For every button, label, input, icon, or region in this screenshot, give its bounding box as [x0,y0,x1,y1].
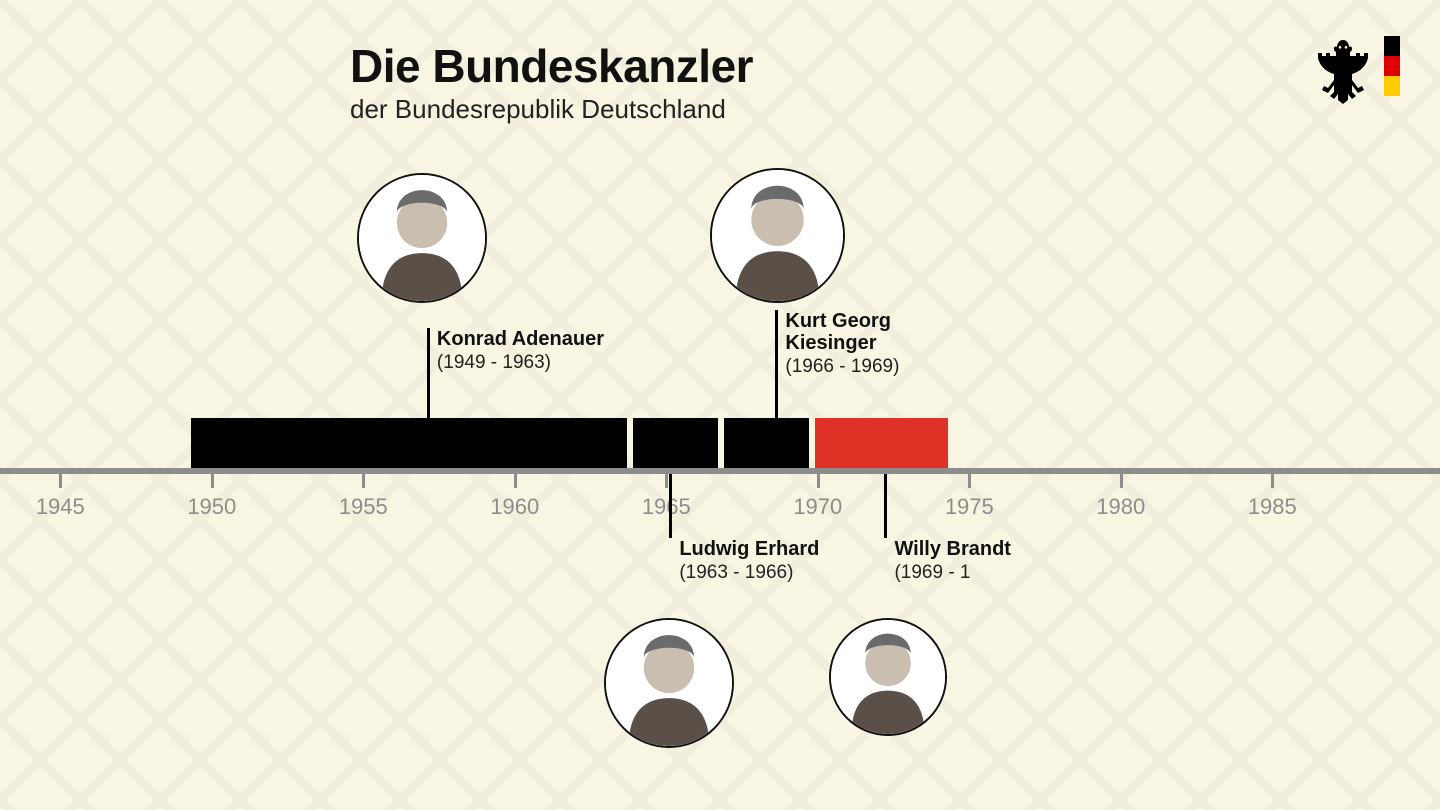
chancellor-portrait-erhard [604,618,734,748]
axis-tick [514,474,517,488]
chancellor-label: Ludwig Erhard(1963 - 1966) [679,538,819,584]
axis-tick [1271,474,1274,488]
chancellor-name: Konrad Adenauer [437,328,604,350]
chancellor-name: Ludwig Erhard [679,538,819,560]
timeline-axis [0,468,1440,474]
timeline-bars [0,418,1440,468]
chancellor-years: (1966 - 1969) [785,356,899,378]
axis-tick [211,474,214,488]
chancellor-name: Willy Brandt [894,538,1011,560]
chancellor-years: (1969 - 1 [894,562,1011,584]
flag-stripe-black [1384,36,1400,56]
axis-tick-label: 1985 [1248,494,1297,520]
term-bar [191,418,627,468]
axis-tick-label: 1970 [793,494,842,520]
page-subtitle: der Bundesrepublik Deutschland [350,94,753,125]
chancellor-label: Konrad Adenauer(1949 - 1963) [437,328,604,374]
axis-tick [817,474,820,488]
axis-tick [1120,474,1123,488]
axis-tick-label: 1950 [187,494,236,520]
axis-tick-label: 1975 [945,494,994,520]
chancellor-years: (1949 - 1963) [437,352,604,374]
connector-line [669,474,672,538]
connector-line [775,310,778,418]
axis-tick [665,474,668,488]
axis-tick [362,474,365,488]
title-block: Die Bundeskanzler der Bundesrepublik Deu… [350,42,753,125]
chancellor-label: Kurt GeorgKiesinger(1966 - 1969) [785,310,899,378]
connector-line [884,474,887,538]
german-flag-icon [1384,36,1400,96]
chancellor-portrait-adenauer [357,173,487,303]
chancellor-years: (1963 - 1966) [679,562,819,584]
chancellor-portrait-kiesinger [710,168,845,303]
axis-tick [968,474,971,488]
infographic-stage: Die Bundeskanzler der Bundesrepublik Deu… [0,0,1440,810]
axis-tick [59,474,62,488]
chancellor-name: Kurt GeorgKiesinger [785,310,899,354]
axis-tick-label: 1960 [490,494,539,520]
chancellor-portrait-brandt [829,618,947,736]
axis-tick-label: 1980 [1096,494,1145,520]
eagle-icon [1312,36,1374,111]
term-bar [815,418,948,468]
chancellor-label: Willy Brandt(1969 - 1 [894,538,1011,584]
term-bar [724,418,809,468]
page-title: Die Bundeskanzler [350,42,753,90]
axis-tick-label: 1965 [642,494,691,520]
axis-tick-label: 1945 [36,494,85,520]
flag-stripe-red [1384,56,1400,76]
axis-tick-label: 1955 [339,494,388,520]
term-bar [633,418,718,468]
connector-line [427,328,430,418]
german-crest [1312,36,1400,111]
flag-stripe-gold [1384,76,1400,96]
